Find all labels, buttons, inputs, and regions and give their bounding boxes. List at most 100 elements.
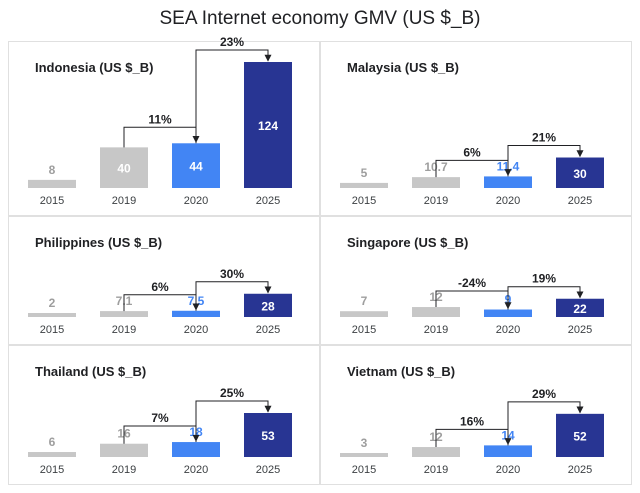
year-label: 2020 bbox=[496, 195, 520, 207]
bar-2025 bbox=[244, 413, 292, 457]
value-label: 28 bbox=[261, 299, 275, 313]
year-label: 2019 bbox=[112, 195, 136, 207]
bar-2019 bbox=[412, 307, 460, 317]
bar-2019 bbox=[412, 177, 460, 188]
growth-label: 21% bbox=[532, 131, 556, 145]
year-label: 2015 bbox=[40, 324, 64, 336]
bar-2015 bbox=[340, 311, 388, 317]
year-label: 2015 bbox=[352, 195, 376, 207]
year-label: 2020 bbox=[496, 464, 520, 476]
bar-2020 bbox=[172, 310, 220, 317]
growth-label: 7% bbox=[151, 411, 169, 425]
panel-title: Vietnam (US $_B) bbox=[347, 364, 455, 379]
growth-arrow bbox=[195, 49, 272, 144]
year-label: 2019 bbox=[424, 324, 448, 336]
bar-2025 bbox=[556, 298, 604, 317]
bar-2015 bbox=[28, 313, 76, 317]
bar-2015 bbox=[28, 452, 76, 457]
growth-arrow bbox=[195, 281, 272, 311]
bar-2020 bbox=[172, 442, 220, 457]
panel-indonesia: Indonesia (US $_B) 8 2015 40 2019 44 2020 124 20… bbox=[8, 35, 320, 216]
growth-label: 11% bbox=[148, 112, 172, 126]
panel-border bbox=[320, 41, 632, 216]
growth-label: 16% bbox=[460, 414, 484, 428]
panel-thailand: Thailand (US $_B)62015162019182020532025… bbox=[8, 345, 320, 485]
panel-title: Philippines (US $_B) bbox=[35, 235, 162, 250]
bar-2019 bbox=[100, 443, 148, 457]
year-label: 2025 bbox=[568, 195, 592, 207]
growth-arrow bbox=[435, 290, 512, 310]
panel-border bbox=[8, 41, 320, 216]
year-label: 2015 bbox=[40, 195, 64, 207]
panel-title: Thailand (US $_B) bbox=[35, 364, 146, 379]
year-label: 2025 bbox=[256, 324, 280, 336]
bar-2020 bbox=[484, 445, 532, 457]
bar-2019 bbox=[412, 447, 460, 457]
bar-2025 bbox=[244, 62, 292, 188]
year-label: 2019 bbox=[112, 464, 136, 476]
bar-2025 bbox=[556, 413, 604, 457]
growth-label: 30% bbox=[220, 267, 244, 281]
growth-arrow bbox=[507, 286, 584, 310]
year-label: 2019 bbox=[424, 464, 448, 476]
year-label: 2015 bbox=[40, 464, 64, 476]
value-label: 8 bbox=[49, 163, 56, 177]
value-label: 22 bbox=[573, 302, 587, 316]
year-label: 2025 bbox=[256, 464, 280, 476]
bar-2015 bbox=[340, 182, 388, 188]
bar-2020 bbox=[172, 143, 220, 188]
growth-label: 6% bbox=[463, 145, 481, 159]
value-label: 30 bbox=[573, 167, 587, 181]
year-label: 2019 bbox=[424, 195, 448, 207]
value-label: 44 bbox=[189, 160, 203, 174]
value-label: 53 bbox=[261, 429, 275, 443]
bar-2025 bbox=[556, 157, 604, 188]
panel-border bbox=[320, 345, 632, 485]
year-label: 2020 bbox=[496, 324, 520, 336]
year-label: 2015 bbox=[352, 324, 376, 336]
panel-title: Malaysia (US $_B) bbox=[347, 60, 459, 75]
value-label: 6 bbox=[49, 435, 56, 449]
growth-arrow bbox=[123, 294, 200, 312]
panel-vietnam: Vietnam (US $_B)320151220191420205220251… bbox=[320, 345, 632, 485]
value-label: 5 bbox=[361, 166, 368, 180]
year-label: 2025 bbox=[568, 324, 592, 336]
year-label: 2019 bbox=[112, 324, 136, 336]
value-label: 40 bbox=[117, 162, 131, 176]
panel-title: Indonesia (US $_B) bbox=[35, 60, 153, 75]
bar-2020 bbox=[484, 176, 532, 188]
bar-2020 bbox=[484, 309, 532, 317]
bar-2019 bbox=[100, 311, 148, 317]
value-label: 7 bbox=[361, 294, 368, 308]
year-label: 2015 bbox=[352, 464, 376, 476]
year-label: 2020 bbox=[184, 464, 208, 476]
growth-label: 29% bbox=[532, 387, 556, 401]
growth-label: 23% bbox=[220, 35, 244, 49]
value-label: 2 bbox=[49, 296, 56, 310]
growth-arrow bbox=[507, 145, 584, 177]
growth-arrow bbox=[507, 401, 584, 446]
panel-philippines: Philippines (US $_B)220157.120197.520202… bbox=[8, 216, 320, 345]
year-label: 2025 bbox=[568, 464, 592, 476]
panel-border bbox=[8, 216, 320, 345]
growth-arrow bbox=[435, 428, 512, 448]
value-label: 3 bbox=[361, 436, 368, 450]
growth-label: 19% bbox=[532, 272, 556, 286]
panel-singapore: Singapore (US $_B)7201512201992020222025… bbox=[320, 216, 632, 345]
page-title: SEA Internet economy GMV (US $_B) bbox=[159, 8, 481, 29]
panel-border bbox=[320, 216, 632, 345]
bar-2015 bbox=[340, 453, 388, 457]
year-label: 2025 bbox=[256, 195, 280, 207]
year-label: 2020 bbox=[184, 195, 208, 207]
bar-2025 bbox=[244, 293, 292, 317]
bar-2019 bbox=[100, 147, 148, 188]
panel-border bbox=[8, 345, 320, 485]
panel-title: Singapore (US $_B) bbox=[347, 235, 468, 250]
value-label: 124 bbox=[258, 119, 278, 133]
growth-label: -24% bbox=[458, 276, 486, 290]
year-label: 2020 bbox=[184, 324, 208, 336]
growth-label: 25% bbox=[220, 386, 244, 400]
growth-arrow bbox=[195, 400, 272, 443]
bar-2015 bbox=[28, 179, 76, 188]
